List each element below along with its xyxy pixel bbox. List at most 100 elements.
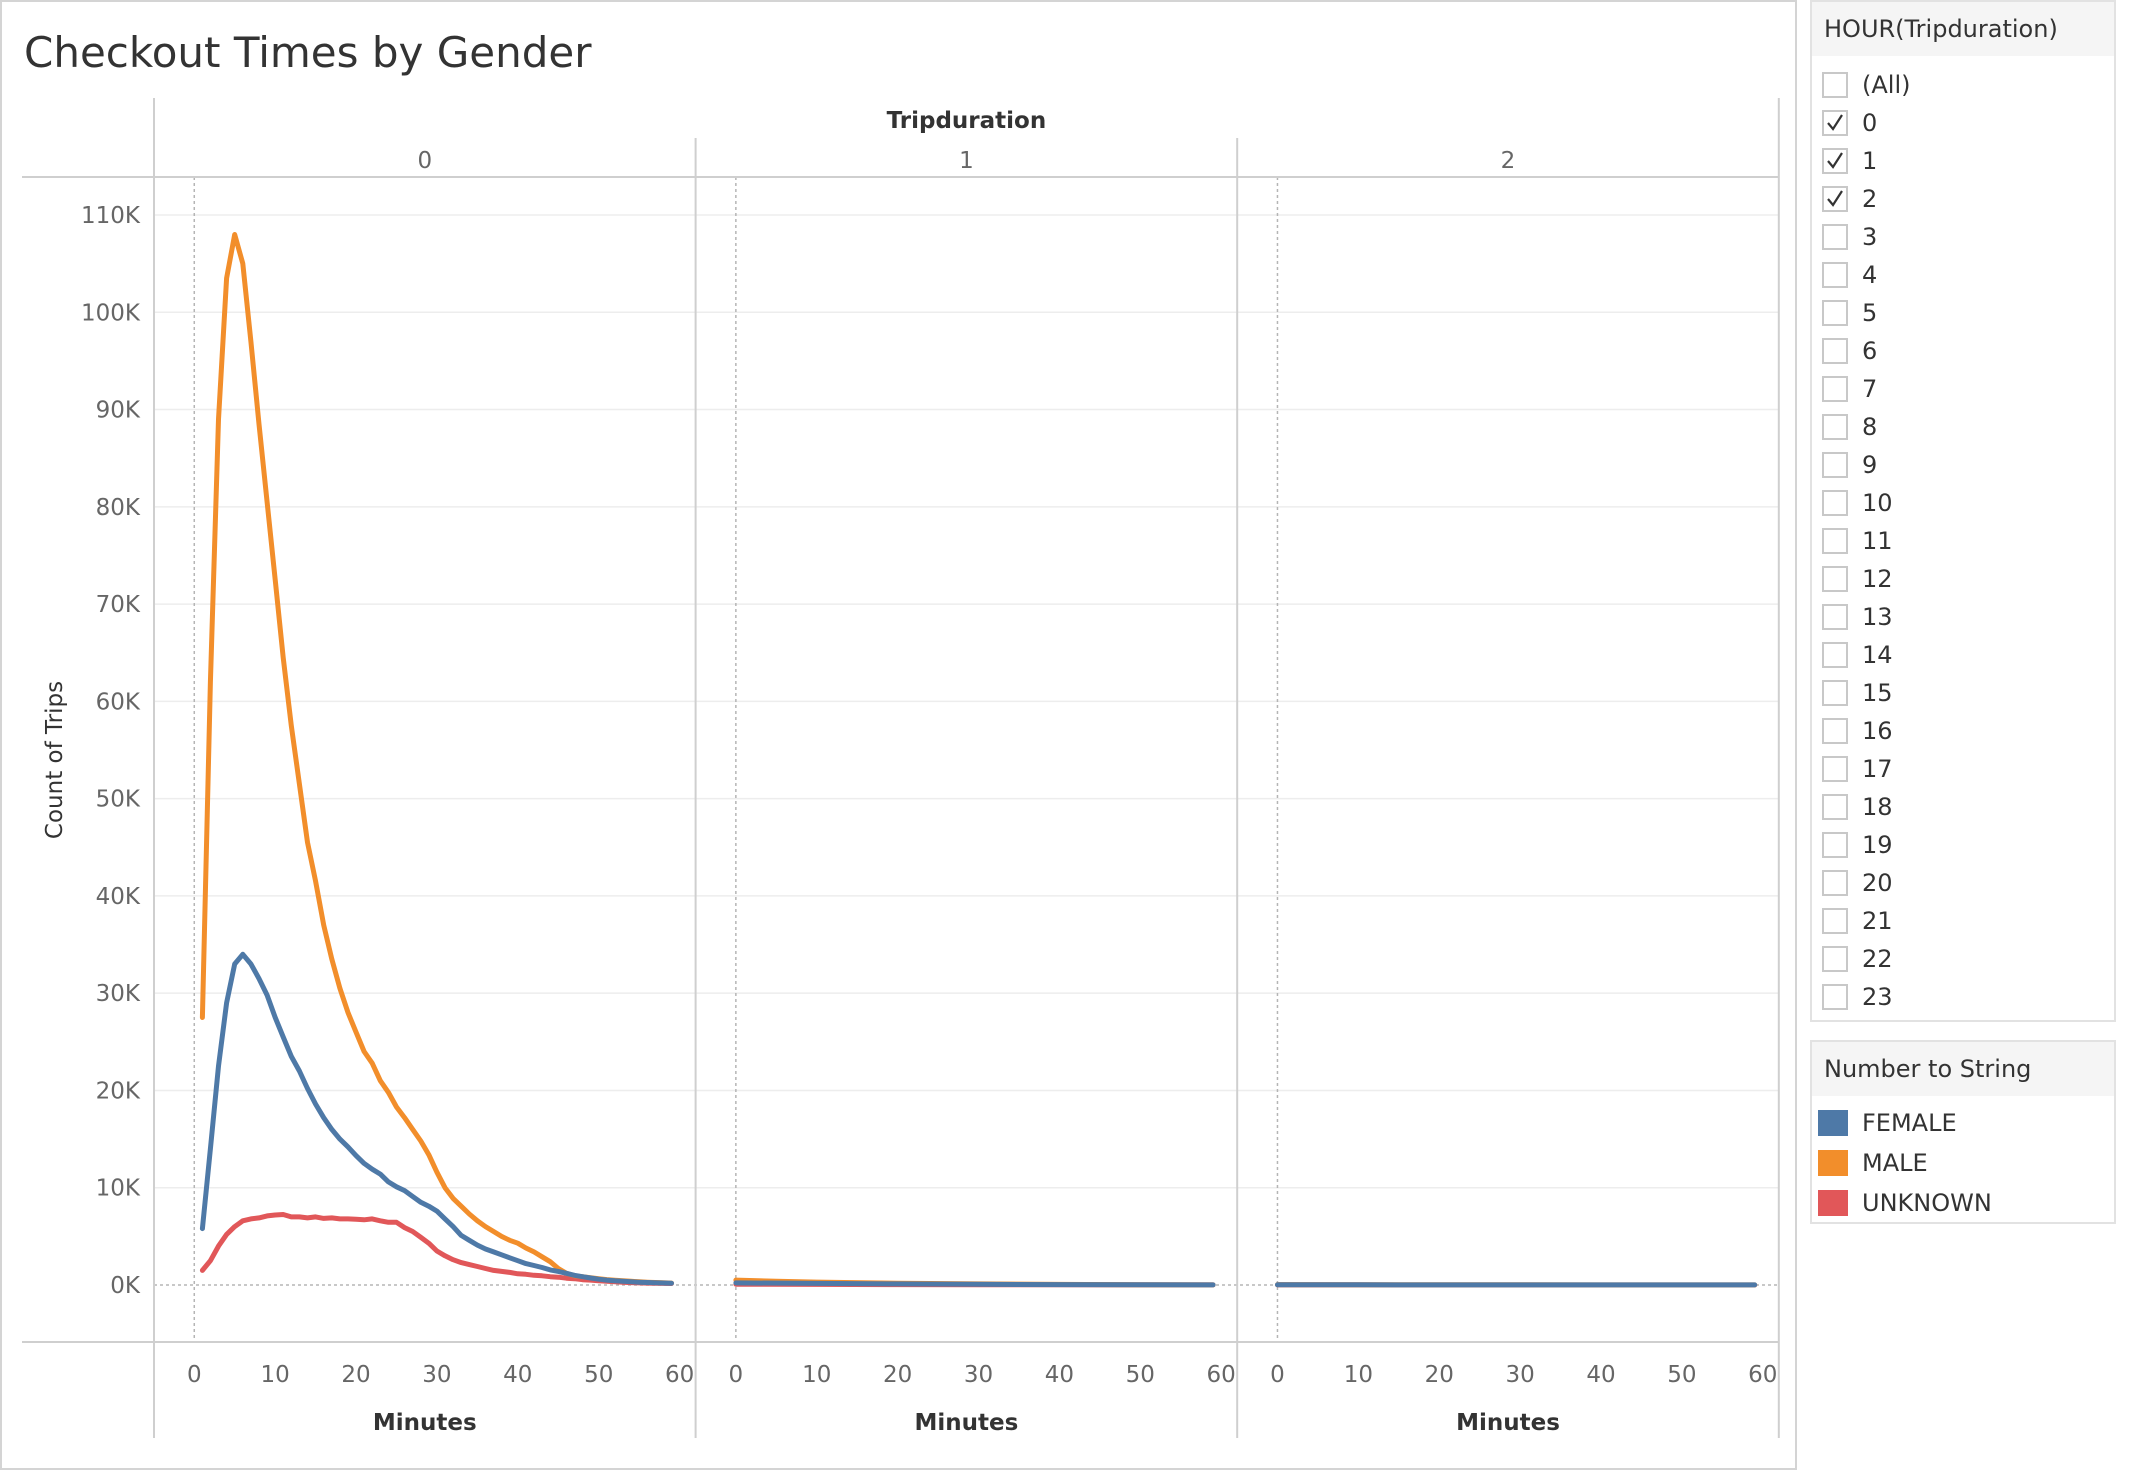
filter-checkbox[interactable] xyxy=(1822,490,1848,516)
legend-item-male[interactable]: MALE xyxy=(1818,1148,1928,1178)
legend-item-female[interactable]: FEMALE xyxy=(1818,1108,1957,1138)
filter-item-label: 19 xyxy=(1862,831,1893,859)
filter-item-3[interactable]: 3 xyxy=(1822,222,1877,252)
legend-label: MALE xyxy=(1862,1149,1928,1177)
filter-checkbox[interactable] xyxy=(1822,72,1848,98)
filter-card: HOUR(Tripduration) (All) 0 1 2 3 4 5 6 7 8 9 10 11 12… xyxy=(1810,0,2116,1022)
filter-item-15[interactable]: 15 xyxy=(1822,678,1893,708)
x-tick-label: 20 xyxy=(341,1362,370,1388)
filter-checkbox[interactable] xyxy=(1822,376,1848,402)
filter-item-12[interactable]: 12 xyxy=(1822,564,1893,594)
filter-checkbox[interactable] xyxy=(1822,110,1848,136)
y-tick-label: 20K xyxy=(96,1078,141,1104)
y-tick-label: 0K xyxy=(110,1273,141,1299)
legend-label: FEMALE xyxy=(1862,1109,1957,1137)
filter-item-10[interactable]: 10 xyxy=(1822,488,1893,518)
filter-item-label: 14 xyxy=(1862,641,1893,669)
filter-item-label: 0 xyxy=(1862,109,1878,137)
x-tick-label: 10 xyxy=(261,1362,290,1388)
filter-item-label: 11 xyxy=(1862,527,1893,555)
y-tick-label: 10K xyxy=(96,1176,141,1202)
filter-checkbox[interactable] xyxy=(1822,642,1848,668)
filter-checkbox[interactable] xyxy=(1822,262,1848,288)
filter-checkbox[interactable] xyxy=(1822,604,1848,630)
y-tick-label: 110K xyxy=(81,203,141,229)
filter-checkbox[interactable] xyxy=(1822,452,1848,478)
x-axis-label: Minutes xyxy=(1456,1410,1560,1436)
filter-item-label: 13 xyxy=(1862,603,1893,631)
filter-checkbox[interactable] xyxy=(1822,186,1848,212)
filter-checkbox[interactable] xyxy=(1822,414,1848,440)
filter-item-22[interactable]: 22 xyxy=(1822,944,1893,974)
filter-item-18[interactable]: 18 xyxy=(1822,792,1893,822)
filter-item-14[interactable]: 14 xyxy=(1822,640,1893,670)
x-tick-label: 60 xyxy=(665,1362,694,1388)
x-tick-label: 40 xyxy=(1586,1362,1615,1388)
x-tick-label: 40 xyxy=(503,1362,532,1388)
filter-item-7[interactable]: 7 xyxy=(1822,374,1877,404)
y-tick-label: 50K xyxy=(96,787,141,813)
y-tick-label: 60K xyxy=(96,689,141,715)
filter-item-label: 4 xyxy=(1862,261,1878,289)
filter-item-23[interactable]: 23 xyxy=(1822,982,1893,1012)
filter-checkbox[interactable] xyxy=(1822,908,1848,934)
filter-item-9[interactable]: 9 xyxy=(1822,450,1877,480)
filter-item-13[interactable]: 13 xyxy=(1822,602,1893,632)
filter-item-19[interactable]: 19 xyxy=(1822,830,1893,860)
filter-item-all[interactable]: (All) xyxy=(1822,70,1910,100)
filter-checkbox[interactable] xyxy=(1822,566,1848,592)
filter-item-8[interactable]: 8 xyxy=(1822,412,1877,442)
y-tick-label: 30K xyxy=(96,981,141,1007)
legend-label: UNKNOWN xyxy=(1862,1189,1992,1217)
filter-checkbox[interactable] xyxy=(1822,794,1848,820)
filter-checkbox[interactable] xyxy=(1822,300,1848,326)
filter-checkbox[interactable] xyxy=(1822,680,1848,706)
filter-checkbox[interactable] xyxy=(1822,148,1848,174)
filter-checkbox[interactable] xyxy=(1822,946,1848,972)
filter-checkbox[interactable] xyxy=(1822,224,1848,250)
legend-card: Number to String FEMALE MALE UNKNOWN xyxy=(1810,1040,2116,1224)
x-axis-label: Minutes xyxy=(373,1410,477,1436)
chart-panel: Checkout Times by Gender Tripduration 0 1 2… xyxy=(0,0,1797,1470)
x-tick-label: 50 xyxy=(584,1362,613,1388)
filter-item-label: (All) xyxy=(1862,71,1911,99)
filter-item-1[interactable]: 1 xyxy=(1822,146,1877,176)
filter-checkbox[interactable] xyxy=(1822,756,1848,782)
filter-item-label: 16 xyxy=(1862,717,1893,745)
filter-item-2[interactable]: 2 xyxy=(1822,184,1877,214)
filter-checkbox[interactable] xyxy=(1822,832,1848,858)
legend-swatch xyxy=(1818,1150,1848,1176)
filter-item-label: 15 xyxy=(1862,679,1893,707)
legend-item-unknown[interactable]: UNKNOWN xyxy=(1818,1188,1992,1218)
y-axis-label: Count of Trips xyxy=(42,681,68,839)
filter-item-0[interactable]: 0 xyxy=(1822,108,1877,138)
filter-item-label: 22 xyxy=(1862,945,1893,973)
x-tick-label: 30 xyxy=(964,1362,993,1388)
filter-item-label: 1 xyxy=(1862,147,1878,175)
filter-item-6[interactable]: 6 xyxy=(1822,336,1877,366)
filter-item-label: 23 xyxy=(1862,983,1893,1011)
y-tick-label: 100K xyxy=(81,300,141,326)
filter-checkbox[interactable] xyxy=(1822,984,1848,1010)
filter-item-21[interactable]: 21 xyxy=(1822,906,1893,936)
filter-checkbox[interactable] xyxy=(1822,338,1848,364)
check-icon xyxy=(1827,152,1843,169)
filter-item-11[interactable]: 11 xyxy=(1822,526,1893,556)
filter-item-16[interactable]: 16 xyxy=(1822,716,1893,746)
filter-item-20[interactable]: 20 xyxy=(1822,868,1893,898)
filter-item-4[interactable]: 4 xyxy=(1822,260,1877,290)
filter-item-17[interactable]: 17 xyxy=(1822,754,1893,784)
x-tick-label: 60 xyxy=(1207,1362,1236,1388)
x-axis-label: Minutes xyxy=(914,1410,1018,1436)
filter-item-label: 6 xyxy=(1862,337,1878,365)
filter-checkbox[interactable] xyxy=(1822,528,1848,554)
column-header: Tripduration xyxy=(887,108,1047,134)
x-tick-label: 50 xyxy=(1667,1362,1696,1388)
filter-item-5[interactable]: 5 xyxy=(1822,298,1877,328)
x-tick-label: 20 xyxy=(883,1362,912,1388)
filter-item-label: 3 xyxy=(1862,223,1878,251)
filter-checkbox[interactable] xyxy=(1822,718,1848,744)
filter-checkbox[interactable] xyxy=(1822,870,1848,896)
series-line-unknown-panel-0 xyxy=(199,1212,674,1286)
